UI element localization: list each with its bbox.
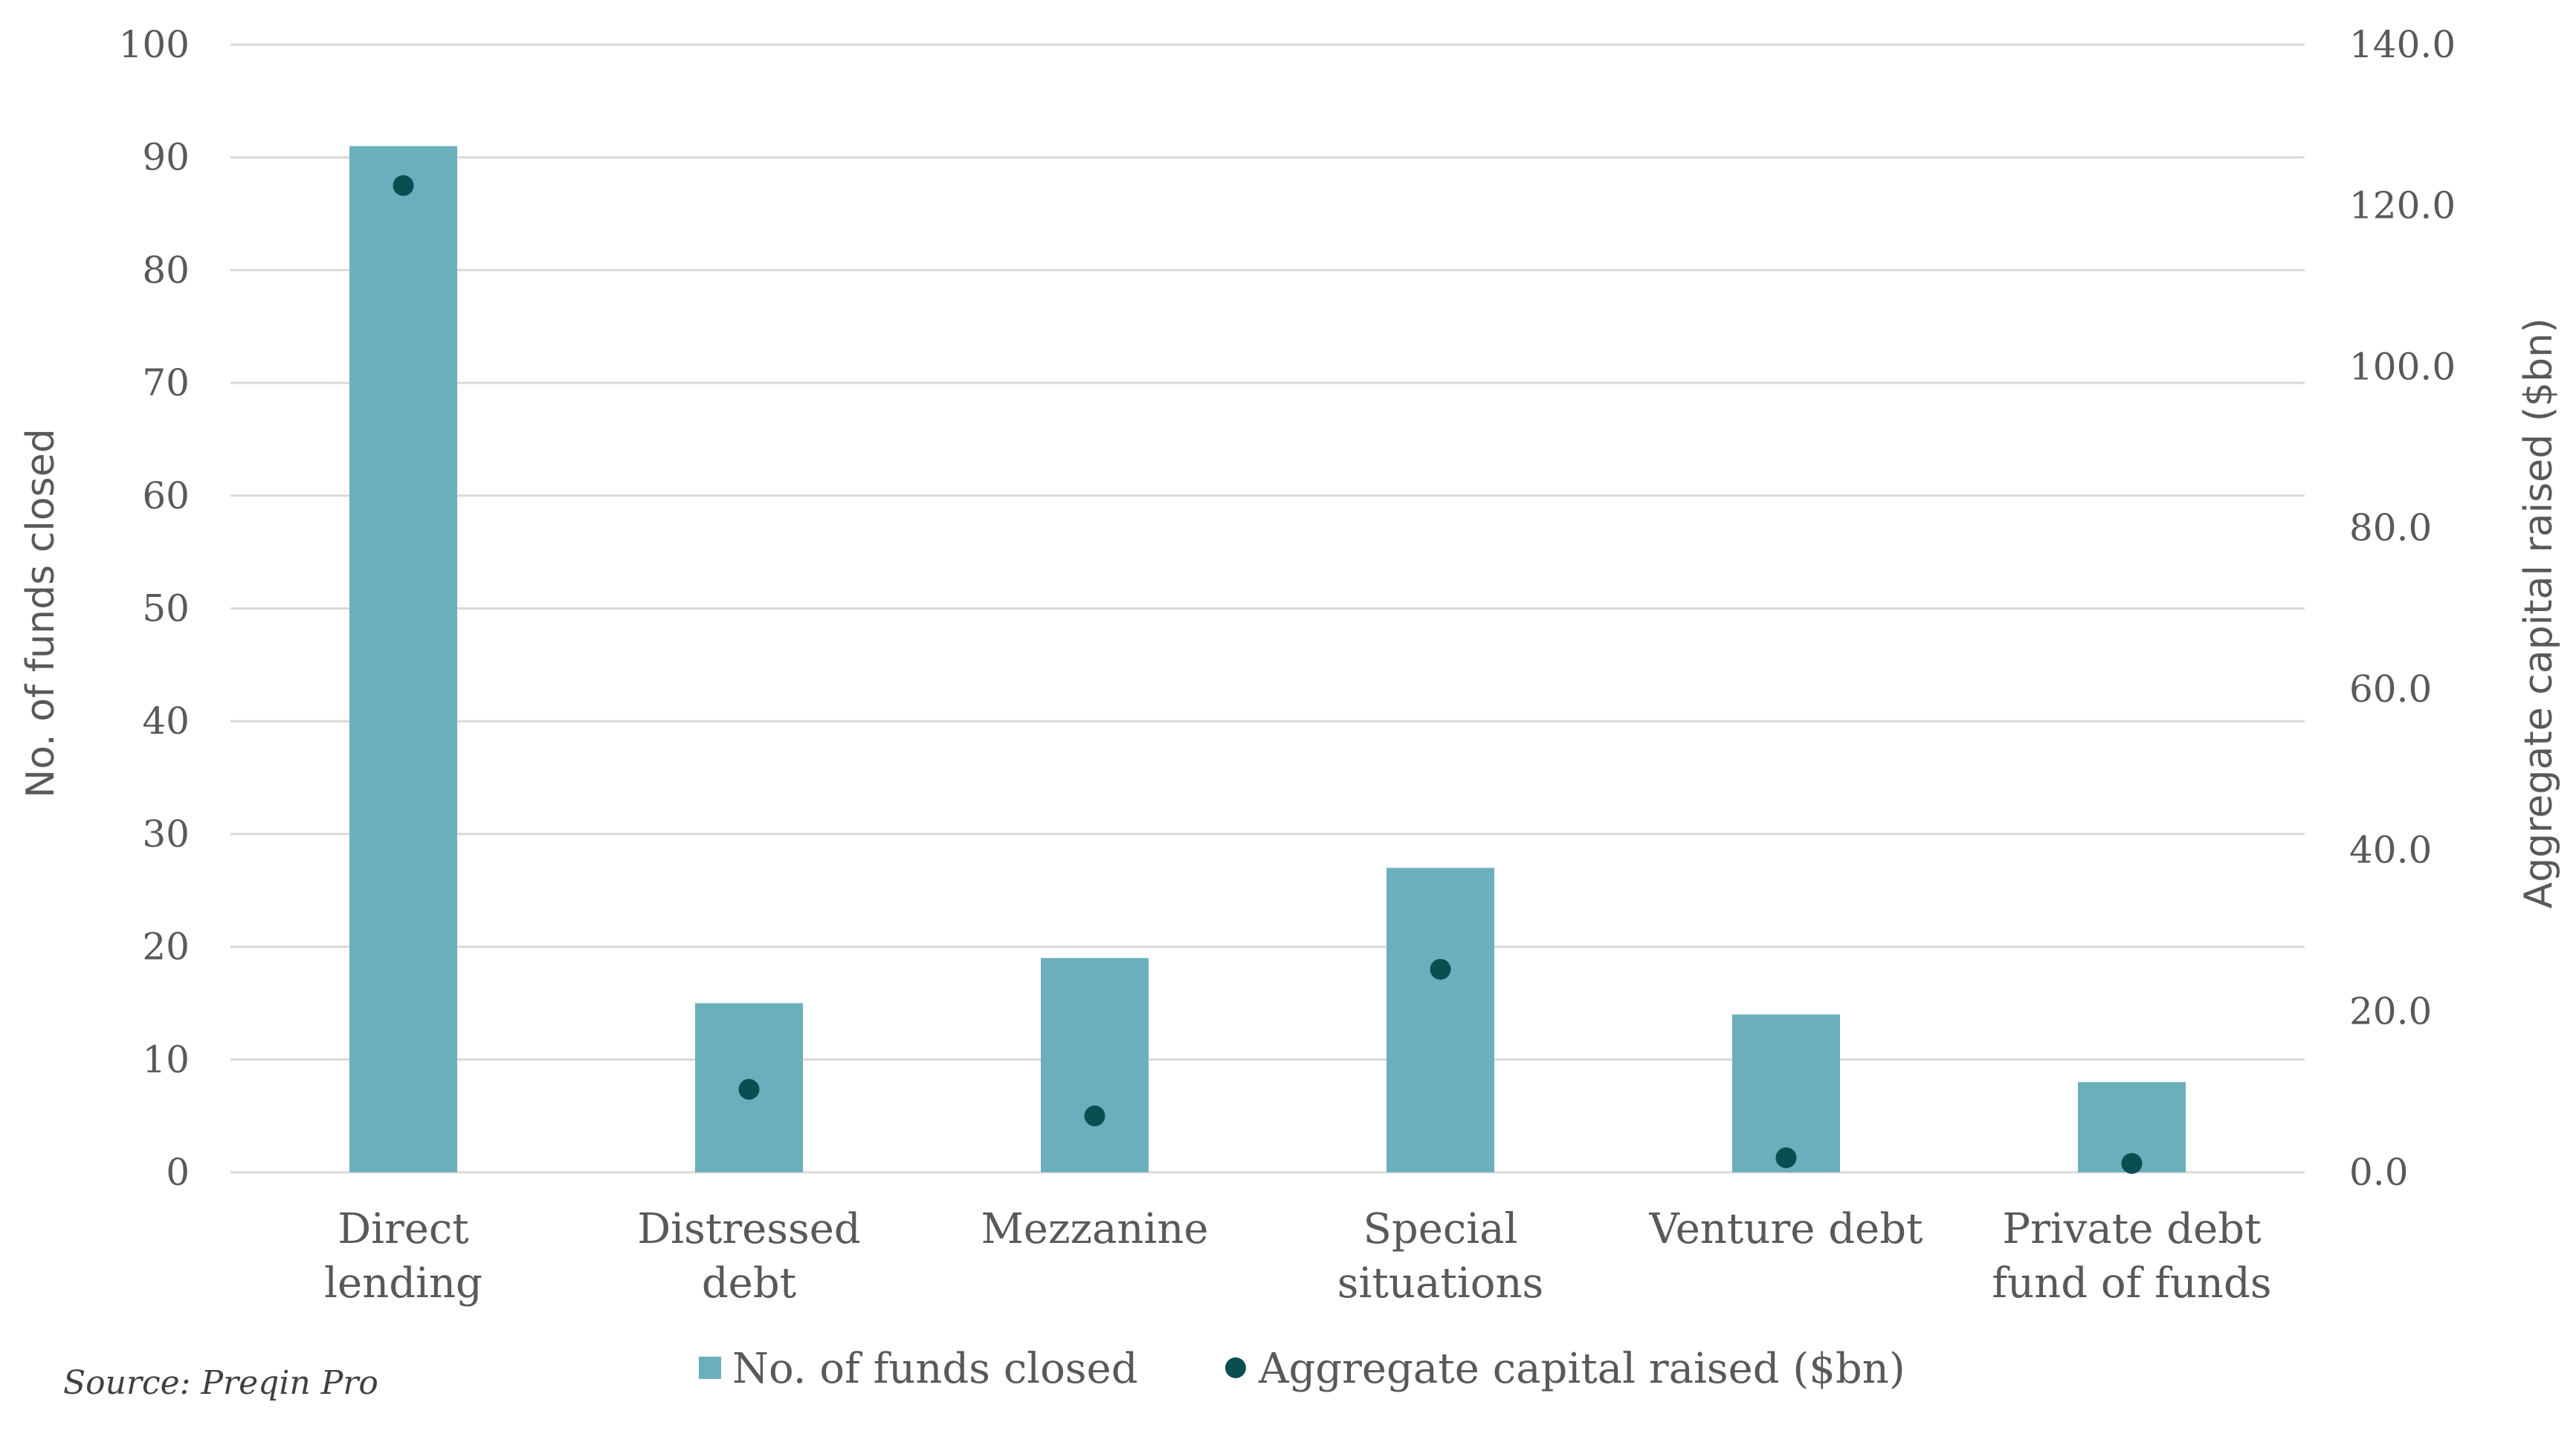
category-label: Direct lending [324,1205,482,1308]
category-label: Private debt fund of funds [1992,1205,2271,1308]
dot [1430,958,1451,980]
left-axis: 0 10 20 30 40 50 60 70 80 90 100 [119,23,190,1194]
dot [1775,1147,1797,1169]
bar [1387,868,1494,1172]
legend-bar-swatch [699,1357,721,1379]
dot [738,1079,760,1100]
bar [1041,957,1149,1172]
bar-series [349,146,2186,1172]
right-tick-label: 140.0 [2349,23,2456,66]
dot [393,175,414,196]
left-tick-label: 60 [142,474,190,517]
category-label: Special situations [1337,1205,1544,1308]
left-tick-label: 80 [142,248,190,291]
dot [1084,1105,1105,1127]
right-tick-label: 40.0 [2349,829,2432,872]
legend: No. of funds closed Aggregate capital ra… [699,1345,1905,1393]
category-label: Distressed debt [637,1205,860,1308]
gridlines [230,43,2305,1174]
right-tick-label: 80.0 [2349,506,2432,549]
left-tick-label: 40 [142,700,190,743]
bar [1732,1014,1840,1172]
source-note: Source: Preqin Pro [63,1364,378,1402]
left-tick-label: 0 [166,1151,190,1194]
legend-bar-label: No. of funds closed [732,1345,1138,1393]
left-tick-label: 30 [142,813,190,856]
right-tick-label: 0.0 [2349,1151,2409,1194]
dot [2121,1153,2143,1175]
right-axis-title: Aggregate capital raised ($bn) [2517,318,2561,909]
left-tick-label: 70 [142,361,190,404]
left-tick-label: 100 [119,23,190,66]
category-label: Venture debt [1648,1205,1923,1253]
right-tick-label: 20.0 [2349,989,2432,1033]
category-labels: Direct lending Distressed debt Mezzanine Spec… [324,1205,2272,1308]
left-tick-label: 20 [142,926,190,969]
right-axis: 0.0 20.0 40.0 60.0 80.0 100.0 120.0 140.0 [2349,23,2456,1194]
right-tick-label: 120.0 [2349,184,2456,227]
category-label: Mezzanine [981,1205,1208,1253]
right-tick-label: 60.0 [2349,668,2432,711]
legend-dot-swatch [1225,1357,1246,1378]
legend-dot-label: Aggregate capital raised ($bn) [1258,1345,1905,1393]
right-tick-label: 100.0 [2349,345,2456,388]
left-axis-title: No. of funds closed [19,428,63,798]
dot-series [393,175,2143,1175]
left-tick-label: 90 [142,136,190,179]
left-tick-label: 10 [142,1038,190,1081]
bar [349,146,457,1172]
left-tick-label: 50 [142,587,190,630]
